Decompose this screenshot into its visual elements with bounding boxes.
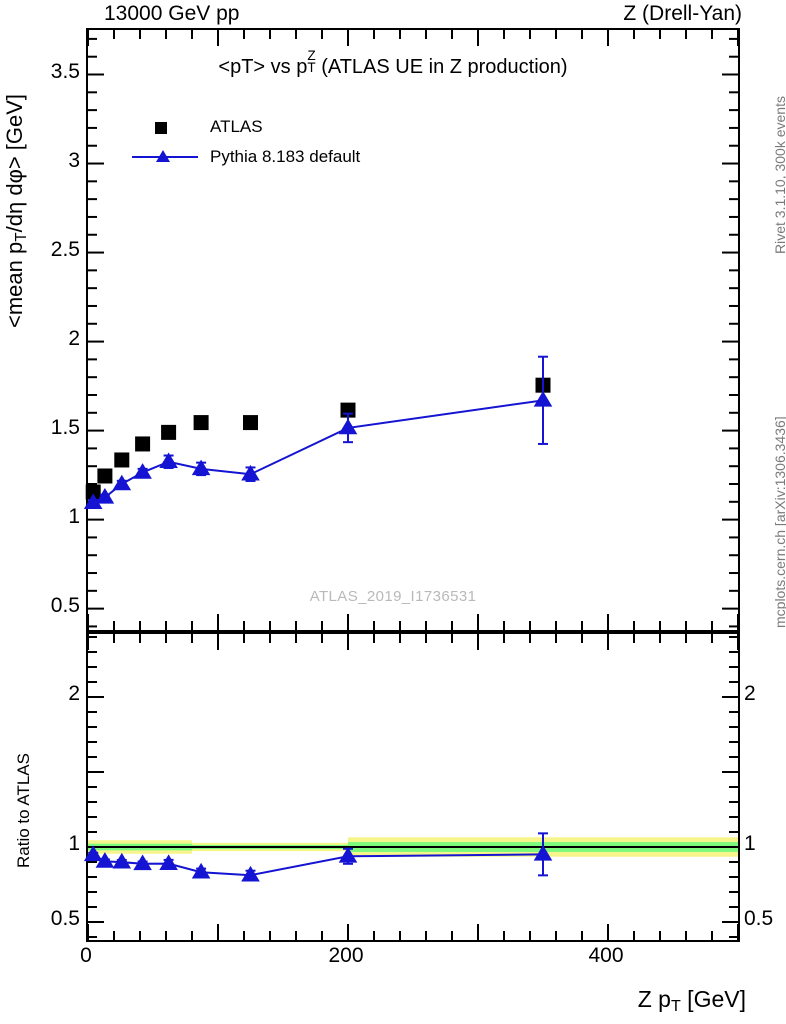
legend-item-atlas: ATLAS — [132, 112, 360, 142]
header-process-info: Z (Drell-Yan) — [623, 2, 742, 25]
plot-title: <pT> vs pZTT (ATLAS UE in Z production) — [0, 48, 786, 79]
ratio-plot-frame — [83, 632, 740, 942]
ratio-y-tick-label-left: 1 — [68, 832, 80, 855]
x-axis-label: Z pT [GeV] — [638, 986, 746, 1016]
main-y-tick-label: 1 — [68, 504, 80, 528]
x-label-lead: Z p — [637, 986, 671, 1012]
ratio-y-tick-label-left: 0.5 — [50, 907, 80, 930]
title-sub: T — [307, 60, 316, 76]
title-sup: Z — [307, 47, 316, 63]
title-lead: <pT> vs p — [218, 56, 308, 78]
legend-item-pythia: Pythia 8.183 default — [132, 142, 360, 172]
x-tick-label: 400 — [588, 944, 624, 967]
data-series-pythia-markers — [83, 845, 553, 882]
main-y-tick-label: 3 — [68, 148, 80, 172]
main-y-tick-label: 1.5 — [50, 415, 80, 439]
ratio-plot-canvas — [83, 634, 739, 940]
ratio-y-tick-label-right: 2 — [744, 682, 756, 705]
analysis-id-watermark: ATLAS_2019_I1736531 — [309, 588, 477, 605]
main-y-tick-label: 2 — [68, 326, 80, 350]
error-bars — [88, 355, 548, 507]
rivet-version-caption: Rivet 3.1.10, 300k events — [772, 96, 786, 254]
x-label-tail: [GeV] — [680, 986, 746, 1012]
data-series-pythia-markers — [83, 391, 553, 510]
main-plot-frame — [83, 28, 740, 632]
legend-label-atlas: ATLAS — [210, 117, 263, 136]
legend-marker-square-icon — [132, 117, 198, 137]
main-y-tick-label: 2.5 — [50, 237, 80, 261]
main-plot-canvas — [83, 30, 739, 630]
legend: ATLAS Pythia 8.183 default — [132, 112, 360, 172]
main-y-tick-label: 3.5 — [50, 59, 80, 83]
header-beam-info: 13000 GeV pp — [104, 2, 240, 25]
legend-label-pythia: Pythia 8.183 default — [210, 147, 361, 166]
ratio-y-tick-label-right: 0.5 — [744, 907, 774, 930]
ratio-y-tick-label-left: 2 — [68, 682, 80, 705]
data-series-atlas — [85, 377, 551, 500]
x-label-sub: T — [670, 997, 681, 1016]
title-tail: (ATLAS UE in Z production) — [315, 56, 568, 78]
ratio-y-tick-label-right: 1 — [744, 832, 756, 855]
x-tick-label: 0 — [80, 944, 92, 967]
legend-marker-triangle-line-icon — [132, 147, 198, 167]
x-tick-label: 200 — [328, 944, 364, 967]
main-y-axis-label: <mean pT/dη dφ> [GeV] — [2, 94, 31, 328]
main-y-tick-label: 0.5 — [50, 593, 80, 617]
